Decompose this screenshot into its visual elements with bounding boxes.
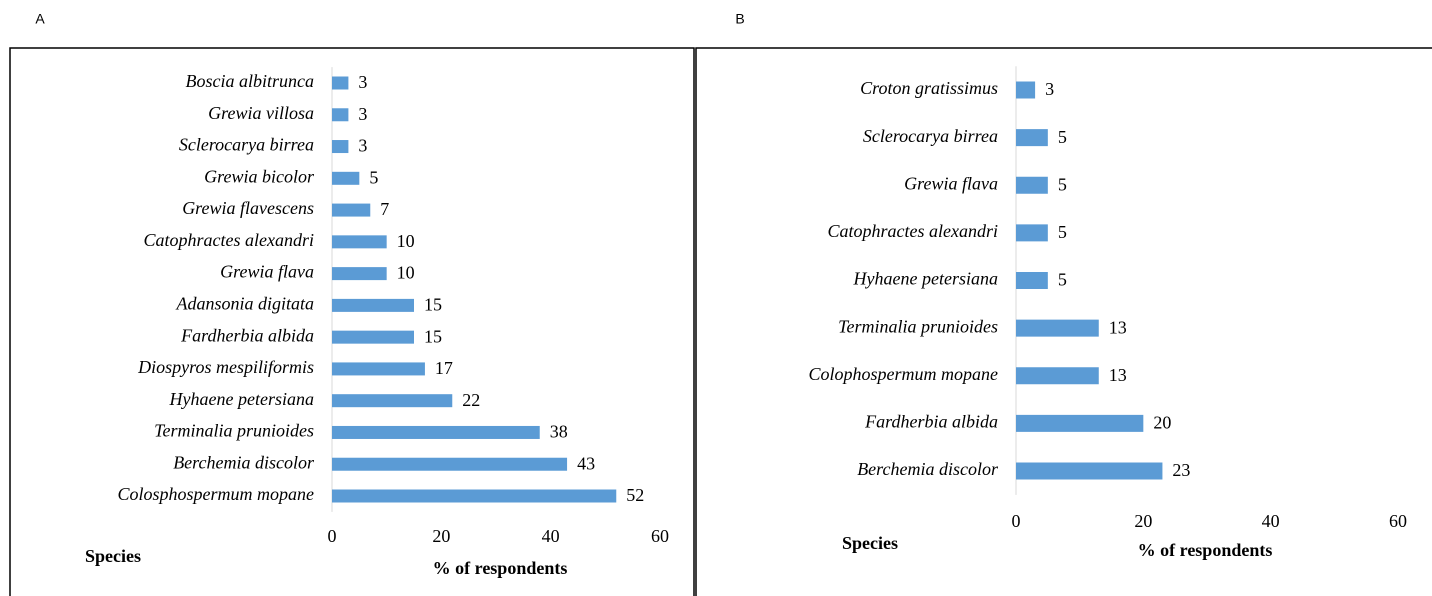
data-label: 52 — [626, 485, 644, 505]
data-label: 38 — [550, 422, 568, 442]
bar — [1016, 414, 1144, 432]
data-label: 3 — [358, 104, 367, 124]
y-tick-label: Colophospermum mopane — [809, 364, 999, 384]
data-label: 5 — [1058, 174, 1067, 194]
bar — [1016, 462, 1163, 480]
data-label: 3 — [1045, 79, 1054, 99]
bar — [332, 298, 414, 312]
bar — [1016, 81, 1036, 99]
bar — [332, 330, 414, 344]
bar — [332, 171, 360, 185]
data-label: 10 — [397, 231, 415, 251]
data-label: 15 — [424, 326, 442, 346]
bar — [332, 235, 387, 249]
data-label: 43 — [577, 453, 595, 473]
y-tick-label: Terminalia prunioides — [838, 316, 998, 336]
bar — [1016, 224, 1048, 242]
bar — [1016, 129, 1048, 147]
panel-frame — [695, 47, 1432, 596]
y-tick-label: Fardherbia albida — [864, 412, 998, 432]
data-label: 10 — [397, 263, 415, 283]
y-axis-label: Species — [842, 533, 898, 553]
x-tick-label: 60 — [651, 526, 669, 546]
data-label: 22 — [462, 390, 480, 410]
panel-label: A — [35, 11, 45, 27]
x-tick-label: 0 — [328, 526, 337, 546]
y-tick-label: Catophractes alexandri — [144, 230, 314, 250]
data-label: 15 — [424, 295, 442, 315]
x-tick-label: 20 — [1134, 511, 1152, 531]
bar — [332, 489, 617, 503]
y-tick-label: Berchemia discolor — [173, 452, 315, 472]
y-tick-label: Catophractes alexandri — [828, 221, 998, 241]
x-axis-label: % of respondents — [1138, 540, 1273, 560]
x-tick-label: 20 — [432, 526, 450, 546]
data-label: 3 — [358, 136, 367, 156]
bar — [1016, 176, 1048, 194]
bar — [1016, 272, 1048, 289]
data-label: 3 — [358, 72, 367, 92]
y-tick-label: Grewia flava — [904, 173, 998, 193]
bar — [332, 457, 568, 471]
data-label: 5 — [369, 167, 378, 187]
x-tick-label: 60 — [1389, 511, 1407, 531]
data-label: 5 — [1058, 127, 1067, 147]
data-label: 7 — [380, 199, 389, 219]
y-tick-label: Croton gratissimus — [860, 78, 998, 98]
y-tick-label: Boscia albitrunca — [186, 71, 315, 91]
bar — [332, 140, 349, 154]
y-tick-label: Hyhaene petersiana — [169, 389, 314, 409]
data-label: 20 — [1153, 413, 1171, 433]
panel-label: B — [735, 11, 744, 27]
y-tick-label: Hyhaene petersiana — [853, 269, 998, 289]
data-label: 5 — [1058, 222, 1067, 242]
bar — [332, 425, 540, 439]
data-label: 5 — [1058, 270, 1067, 290]
data-label: 13 — [1109, 365, 1127, 385]
data-label: 17 — [435, 358, 453, 378]
bar — [332, 203, 371, 217]
bar — [332, 362, 425, 376]
y-tick-label: Grewia flavescens — [182, 198, 314, 218]
y-tick-label: Grewia villosa — [208, 103, 314, 123]
panel-frame — [9, 47, 695, 596]
bar — [332, 394, 453, 408]
x-tick-label: 40 — [542, 526, 560, 546]
data-label: 13 — [1109, 317, 1127, 337]
bar — [332, 267, 387, 281]
x-axis-label: % of respondents — [433, 558, 568, 578]
data-label: 23 — [1172, 460, 1190, 480]
y-tick-label: Berchemia discolor — [857, 459, 999, 479]
x-tick-label: 40 — [1262, 511, 1280, 531]
y-tick-label: Adansonia digitata — [175, 294, 314, 314]
bar — [332, 108, 349, 122]
y-axis-label: Species — [85, 546, 141, 566]
y-tick-label: Colosphospermum mopane — [118, 484, 315, 504]
bar — [1016, 367, 1099, 385]
y-tick-label: Grewia flava — [220, 262, 314, 282]
bar — [1016, 319, 1099, 337]
y-tick-label: Sclerocarya birrea — [863, 126, 998, 146]
y-tick-label: Terminalia prunioides — [154, 421, 314, 441]
y-tick-label: Fardherbia albida — [180, 325, 314, 345]
y-tick-label: Grewia bicolor — [204, 166, 315, 186]
y-tick-label: Diospyros mespiliformis — [137, 357, 314, 377]
x-tick-label: 0 — [1012, 511, 1021, 531]
y-tick-label: Sclerocarya birrea — [179, 135, 314, 155]
bar — [332, 76, 349, 90]
